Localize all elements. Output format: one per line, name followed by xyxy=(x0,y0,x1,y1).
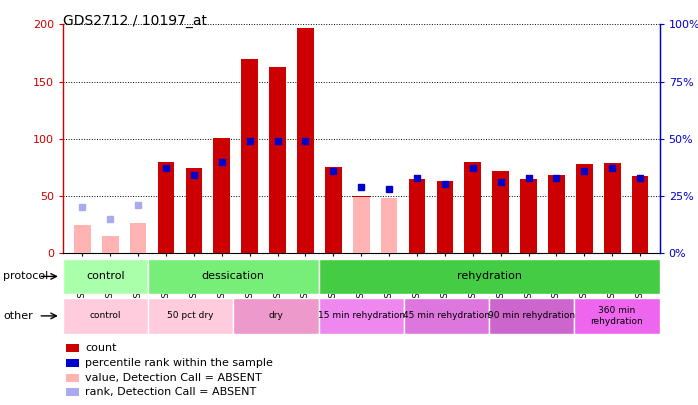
Text: dry: dry xyxy=(269,311,283,320)
Bar xyxy=(492,171,509,253)
Text: rehydration: rehydration xyxy=(456,271,521,281)
Text: control: control xyxy=(86,271,125,281)
Text: other: other xyxy=(3,311,34,321)
Text: protocol: protocol xyxy=(3,271,49,281)
Bar xyxy=(489,298,574,334)
Text: dessication: dessication xyxy=(202,271,265,281)
Bar xyxy=(102,236,119,253)
Text: GDS2712 / 10197_at: GDS2712 / 10197_at xyxy=(63,14,207,28)
Bar xyxy=(242,59,258,253)
Bar xyxy=(576,164,593,253)
Bar xyxy=(574,298,660,334)
Bar xyxy=(63,259,148,294)
Bar xyxy=(63,298,148,334)
Text: value, Detection Call = ABSENT: value, Detection Call = ABSENT xyxy=(85,373,262,383)
Bar xyxy=(464,162,481,253)
Text: 90 min rehydration: 90 min rehydration xyxy=(488,311,575,320)
Text: 45 min rehydration: 45 min rehydration xyxy=(403,311,490,320)
Bar xyxy=(632,177,648,253)
Bar xyxy=(318,298,404,334)
Text: 360 min
rehydration: 360 min rehydration xyxy=(591,306,644,326)
Text: 50 pct dry: 50 pct dry xyxy=(168,311,214,320)
Bar xyxy=(66,388,79,396)
Bar xyxy=(130,224,147,253)
Bar xyxy=(269,67,286,253)
Bar xyxy=(158,162,174,253)
Bar xyxy=(297,28,314,253)
Bar xyxy=(325,167,342,253)
Text: count: count xyxy=(85,343,117,353)
Bar xyxy=(66,359,79,367)
Bar xyxy=(148,298,233,334)
Bar xyxy=(380,198,397,253)
Bar xyxy=(318,259,660,294)
Bar xyxy=(404,298,489,334)
Text: control: control xyxy=(90,311,121,320)
Bar xyxy=(214,138,230,253)
Bar xyxy=(66,373,79,382)
Text: 15 min rehydration: 15 min rehydration xyxy=(318,311,405,320)
Bar xyxy=(353,196,369,253)
Bar xyxy=(66,344,79,352)
Bar xyxy=(604,163,621,253)
Text: percentile rank within the sample: percentile rank within the sample xyxy=(85,358,274,368)
Bar xyxy=(548,175,565,253)
Bar xyxy=(148,259,318,294)
Bar xyxy=(233,298,318,334)
Bar xyxy=(353,197,369,253)
Bar xyxy=(436,181,453,253)
Bar xyxy=(520,179,537,253)
Bar xyxy=(408,179,425,253)
Bar xyxy=(186,168,202,253)
Bar xyxy=(74,224,91,253)
Text: rank, Detection Call = ABSENT: rank, Detection Call = ABSENT xyxy=(85,387,257,397)
